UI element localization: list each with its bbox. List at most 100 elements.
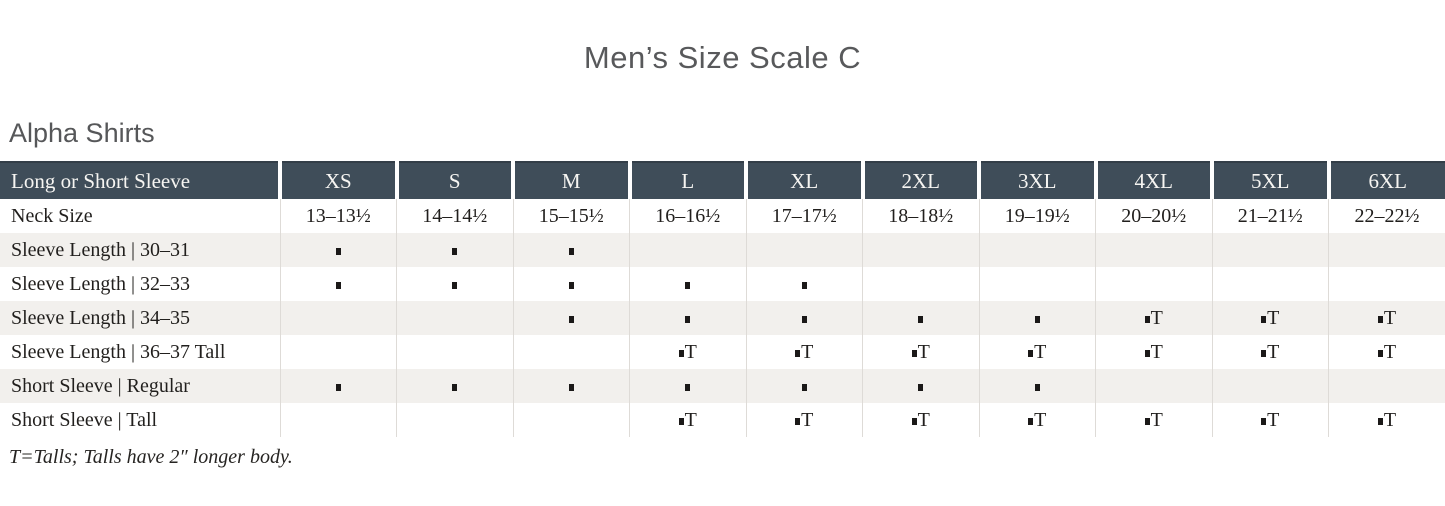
size-cell: 22–22½: [1328, 199, 1445, 233]
size-cell: [1328, 369, 1445, 403]
availability-dot-icon: [685, 315, 691, 323]
size-cell: T: [1211, 335, 1329, 369]
availability-dot-icon: [335, 247, 341, 255]
availability-dot-icon: [1261, 349, 1267, 357]
size-cell: [862, 369, 979, 403]
availability-dot-icon: [335, 383, 341, 391]
table-row: Short Sleeve | Tall T T T T T T T: [0, 403, 1445, 437]
footnote: T=Talls; Talls have 2″ longer body.: [9, 446, 293, 468]
availability-dot-icon: [795, 349, 801, 357]
size-cell: [1095, 267, 1212, 301]
size-cell: [1095, 369, 1212, 403]
size-cell: 19–19½: [978, 199, 1096, 233]
size-cell: T: [1328, 403, 1445, 437]
size-cell: [512, 233, 630, 267]
availability-dot-icon: [452, 247, 458, 255]
size-cell: T: [862, 335, 979, 369]
size-cell: [279, 403, 397, 437]
row-label: Neck Size: [11, 204, 93, 227]
availability-dot-icon: [911, 417, 917, 425]
availability-dot-icon: [568, 383, 574, 391]
table-body: Neck Size 13–13½ 14–14½ 15–15½ 16–16½ 17–17½ 1…: [0, 199, 1445, 437]
availability-dot-icon: [1144, 417, 1150, 425]
row-label: Sleeve Length | 30–31: [11, 238, 190, 261]
size-column-header: 3XL: [977, 161, 1096, 199]
size-column-header: 5XL: [1210, 161, 1329, 199]
tall-suffix: T: [684, 408, 697, 431]
availability-dot-icon: [452, 281, 458, 289]
availability-dot-icon: [1028, 349, 1034, 357]
size-cell: T: [1211, 403, 1329, 437]
size-cell: 14–14½: [396, 199, 513, 233]
size-cell: [1328, 267, 1445, 301]
size-cell: [978, 233, 1096, 267]
availability-dot-icon: [1377, 315, 1383, 323]
row-label-column-header: Long or Short Sleeve: [0, 161, 280, 199]
tall-suffix: T: [1267, 340, 1280, 363]
size-cell: [1211, 369, 1329, 403]
size-cell: 13–13½: [279, 199, 397, 233]
size-cell: [1211, 233, 1329, 267]
availability-dot-icon: [801, 383, 807, 391]
size-cell: [279, 369, 397, 403]
row-label: Sleeve Length | 36–37 Tall: [11, 340, 226, 363]
size-cell: [745, 301, 863, 335]
size-cell: [1095, 233, 1212, 267]
tall-suffix: T: [801, 408, 814, 431]
size-cell: [862, 233, 979, 267]
availability-dot-icon: [1377, 349, 1383, 357]
availability-dot-icon: [1144, 315, 1150, 323]
size-cell: 15–15½: [512, 199, 630, 233]
availability-dot-icon: [452, 383, 458, 391]
availability-dot-icon: [918, 383, 924, 391]
availability-dot-icon: [801, 315, 807, 323]
size-cell: T: [1095, 335, 1212, 369]
size-cell: [978, 369, 1096, 403]
table-row: Short Sleeve | Regular: [0, 369, 1445, 403]
tall-suffix: T: [1383, 408, 1397, 431]
availability-dot-icon: [1144, 349, 1150, 357]
size-cell: [862, 301, 979, 335]
size-cell: [396, 233, 513, 267]
size-cell: 20–20½: [1095, 199, 1212, 233]
size-cell: 16–16½: [629, 199, 746, 233]
table-row: Sleeve Length | 32–33: [0, 267, 1445, 301]
tall-suffix: T: [801, 340, 814, 363]
tall-suffix: T: [1150, 306, 1163, 329]
size-cell: T: [978, 403, 1096, 437]
row-label: Sleeve Length | 34–35: [11, 306, 190, 329]
availability-dot-icon: [568, 247, 574, 255]
availability-dot-icon: [678, 349, 684, 357]
size-cell: T: [1095, 403, 1212, 437]
size-cell: [396, 267, 513, 301]
tall-suffix: T: [917, 408, 930, 431]
availability-dot-icon: [918, 315, 924, 323]
availability-dot-icon: [678, 417, 684, 425]
size-cell: [396, 369, 513, 403]
size-cell: [279, 267, 397, 301]
section-heading: Alpha Shirts: [9, 118, 155, 148]
row-label: Short Sleeve | Regular: [11, 374, 190, 397]
availability-dot-icon: [685, 383, 691, 391]
size-cell: T: [1328, 335, 1445, 369]
availability-dot-icon: [1034, 383, 1040, 391]
table-row: Sleeve Length | 30–31: [0, 233, 1445, 267]
availability-dot-icon: [568, 315, 574, 323]
size-cell: [1211, 267, 1329, 301]
size-cell: [629, 233, 746, 267]
size-cell: [512, 369, 630, 403]
tall-suffix: T: [917, 340, 930, 363]
availability-dot-icon: [1377, 417, 1383, 425]
size-column-header: 4XL: [1093, 161, 1212, 199]
size-cell: [512, 267, 630, 301]
row-label: Short Sleeve | Tall: [11, 408, 158, 431]
size-column-header: XS: [278, 161, 397, 199]
availability-dot-icon: [1261, 417, 1267, 425]
availability-dot-icon: [801, 281, 807, 289]
size-cell: T: [745, 403, 863, 437]
size-cell: [396, 403, 513, 437]
size-cell: [512, 403, 630, 437]
size-cell: [629, 301, 746, 335]
size-cell: [629, 267, 746, 301]
